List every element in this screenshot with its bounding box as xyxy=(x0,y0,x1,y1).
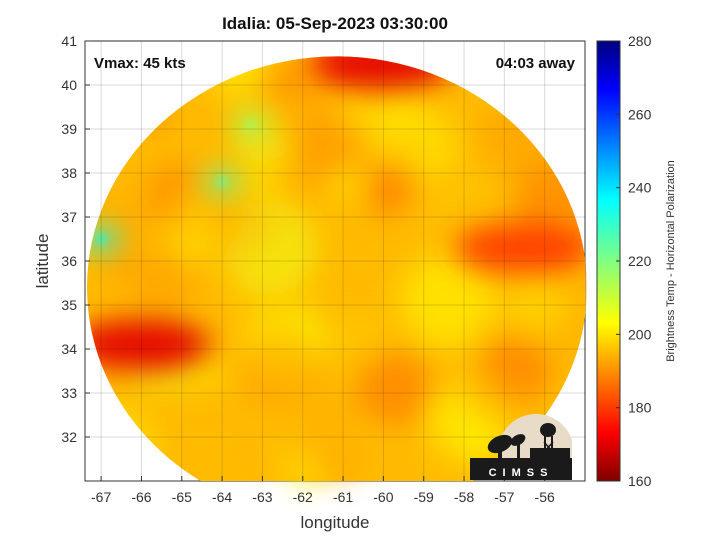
colorbar-tick-label: 240 xyxy=(628,180,652,196)
x-tick-label: -57 xyxy=(494,489,514,505)
y-tick-label: 36 xyxy=(61,253,77,269)
y-tick-label: 39 xyxy=(61,121,77,137)
y-tick-label: 34 xyxy=(61,341,77,357)
colorbar-tick-label: 180 xyxy=(628,400,652,416)
axis-ticks: -67 -66 -65 -64 -63 -62 -61 -60 -59 -58 -57 -56 32 33… xyxy=(61,33,555,505)
colorbar-label: Brightness Temp - Horizontal Polarizatio… xyxy=(665,160,677,362)
x-tick-label: -64 xyxy=(212,489,232,505)
colorbar-tick-label: 220 xyxy=(628,253,652,269)
feature-cold-patch-east xyxy=(454,221,588,274)
feature-core-warm-spot-2 xyxy=(218,177,227,186)
swath-texture xyxy=(361,159,418,216)
colorbar-tick-label: 260 xyxy=(628,106,652,122)
swath-texture xyxy=(267,389,347,469)
colorbar-tick-label: 280 xyxy=(628,33,652,49)
vmax-annotation: Vmax: 45 kts xyxy=(94,55,186,72)
time-away-annotation: 04:03 away xyxy=(496,55,576,72)
swath-texture xyxy=(131,254,197,321)
swath-texture xyxy=(355,349,434,428)
x-tick-label: -60 xyxy=(373,489,393,505)
y-tick-label: 32 xyxy=(61,429,77,445)
y-tick-label: 38 xyxy=(61,165,77,181)
x-tick-label: -66 xyxy=(131,489,151,505)
x-tick-label: -62 xyxy=(293,489,313,505)
swath-texture xyxy=(508,274,569,335)
y-tick-label: 40 xyxy=(61,77,77,93)
cimss-logo: CIMSS xyxy=(470,408,574,490)
colorbar-tick-label: 200 xyxy=(628,326,652,342)
feature-cold-patch-west xyxy=(87,318,212,371)
swath-texture xyxy=(238,159,285,205)
feature-core-warm-spot xyxy=(97,235,106,243)
colorbar-tick-label: 160 xyxy=(628,473,652,489)
swath-texture xyxy=(400,252,494,347)
x-tick-label: -56 xyxy=(535,489,555,505)
x-tick-label: -61 xyxy=(333,489,353,505)
grid xyxy=(85,40,585,481)
swath-texture xyxy=(333,310,387,364)
swath-texture xyxy=(477,332,553,408)
x-tick-label: -65 xyxy=(172,489,192,505)
x-tick-label: -63 xyxy=(252,489,272,505)
y-tick-label: 35 xyxy=(61,297,77,313)
x-tick-label: -67 xyxy=(91,489,111,505)
swath-texture xyxy=(106,197,150,240)
y-tick-label: 37 xyxy=(61,209,77,225)
y-tick-label: 33 xyxy=(61,385,77,401)
y-tick-label: 41 xyxy=(61,33,77,49)
feature-cold-band-north xyxy=(313,56,454,89)
x-axis-label: longitude xyxy=(300,513,369,532)
swath-texture xyxy=(221,198,318,295)
cimss-logo-text: CIMSS xyxy=(488,467,554,479)
x-tick-label: -58 xyxy=(454,489,474,505)
colorbar-ticks: 160 180 200 220 240 260 280 xyxy=(616,33,652,489)
swath-texture xyxy=(430,396,469,435)
swath-texture xyxy=(266,56,316,104)
feature-core-warm-streak xyxy=(246,120,255,129)
x-tick-label: -59 xyxy=(414,489,434,505)
y-axis-label: latitude xyxy=(33,234,52,289)
chart-title: Idalia: 05-Sep-2023 03:30:00 xyxy=(222,14,448,33)
swath-texture xyxy=(340,415,383,459)
